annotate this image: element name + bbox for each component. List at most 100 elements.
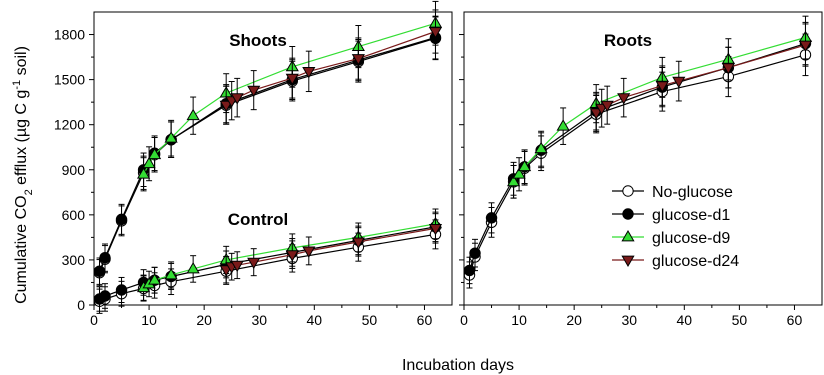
data-point (136, 167, 151, 179)
legend-label: glucose-d1 (652, 207, 730, 224)
series-glucose-d1 (463, 21, 812, 285)
legend-marker (621, 255, 635, 267)
data-point (517, 159, 532, 172)
y-tick-label: 0 (77, 297, 85, 313)
x-tick-label: 10 (141, 312, 157, 328)
legend-entry: glucose-d9 (612, 230, 730, 247)
data-point (512, 167, 526, 179)
data-point (469, 247, 481, 259)
series-line (143, 22, 436, 175)
data-point (302, 66, 316, 79)
x-tick-label: 60 (787, 312, 803, 328)
y-tick-label: 1800 (54, 27, 85, 43)
series-No-glucose (93, 219, 442, 314)
data-point (556, 119, 570, 131)
data-point (672, 76, 686, 89)
y-axis-title-prefix: Cumulative CO (13, 195, 30, 303)
x-tick-label: 60 (417, 312, 433, 328)
series-line (595, 44, 806, 114)
data-point (428, 223, 443, 236)
plot-frame (93, 11, 453, 306)
data-point (798, 40, 813, 53)
x-axis-title: Incubation days (402, 357, 514, 374)
data-point (186, 108, 200, 121)
y-axis-title-superscript: -1 (11, 80, 23, 90)
y-axis-title-suffix: soil) (13, 46, 30, 80)
series-line (225, 227, 436, 271)
y-tick-label: 1200 (54, 117, 85, 133)
legend-entry: No-glucose (612, 184, 733, 201)
data-point (617, 93, 631, 105)
series-line (468, 54, 806, 276)
data-point (164, 131, 178, 143)
y-axis-title: Cumulative CO2 efflux (µg C g-1 soil) (11, 46, 35, 304)
data-point (655, 81, 669, 93)
x-tick-label: 40 (677, 312, 693, 328)
data-point (115, 284, 128, 296)
data-point (285, 250, 299, 262)
x-tick-label: 10 (511, 312, 527, 328)
legend-label: glucose-d9 (652, 230, 730, 247)
y-tick-label: 900 (62, 162, 86, 178)
data-point (219, 100, 233, 113)
y-tick-label: 300 (62, 252, 86, 268)
data-point (147, 147, 162, 160)
legend-marker (621, 230, 635, 242)
x-tick-label: 0 (90, 312, 98, 328)
data-point (506, 174, 521, 187)
legend-label: glucose-d24 (652, 253, 739, 270)
series-line (468, 43, 806, 271)
y-axis-title-subscript: 2 (23, 189, 35, 195)
series-No-glucose (93, 16, 442, 287)
y-tick-label: 1500 (54, 72, 85, 88)
data-point (93, 265, 106, 277)
data-point (600, 100, 614, 113)
plot-frame (463, 11, 823, 306)
x-tick-label: 0 (460, 312, 468, 328)
data-point (589, 108, 603, 120)
panel-label: Roots (604, 31, 652, 50)
data-point (485, 212, 498, 224)
data-point (115, 213, 128, 226)
y-axis-title-middle: efflux (µg C g (13, 90, 30, 190)
data-point (285, 73, 299, 86)
data-point (247, 85, 261, 98)
data-point (247, 257, 261, 270)
data-point (721, 63, 735, 75)
legend-entry: glucose-d24 (612, 253, 739, 270)
series-glucose-d9 (136, 0, 443, 192)
x-tick-label: 30 (251, 312, 267, 328)
series-No-glucose (463, 33, 812, 289)
panel-1: 0 10 20 30 40 50 60 Roots (459, 11, 823, 328)
series-glucose-d24 (589, 23, 813, 132)
x-tick-label: 20 (566, 312, 582, 328)
data-point (186, 261, 200, 274)
data-point (164, 267, 178, 280)
series-line (513, 36, 806, 183)
data-point (463, 264, 476, 277)
series-glucose-d1 (93, 15, 442, 285)
x-tick-label: 30 (621, 312, 637, 328)
data-point (428, 27, 443, 39)
data-point (99, 251, 111, 264)
legend-marker (622, 208, 634, 220)
svg-text:Cumulative CO2 efflux (µg C g-: Cumulative CO2 efflux (µg C g-1 soil) (11, 46, 35, 304)
group-label: Control (228, 210, 288, 229)
data-point (534, 141, 548, 154)
data-point (302, 246, 316, 258)
data-point (230, 93, 244, 105)
data-point (147, 273, 162, 285)
panel-label: Shoots (229, 31, 287, 50)
x-tick-label: 40 (307, 312, 323, 328)
legend-label: No-glucose (652, 184, 733, 201)
y-tick-label: 600 (62, 207, 86, 223)
legend: No-glucose glucose-d1 glucose-d9 glucose-d2… (612, 184, 739, 270)
data-point (351, 237, 365, 249)
series-line (99, 226, 436, 300)
legend-marker (622, 185, 634, 197)
legend-entry: glucose-d1 (612, 207, 730, 224)
series-glucose-d24 (219, 9, 443, 125)
data-point (99, 290, 111, 302)
